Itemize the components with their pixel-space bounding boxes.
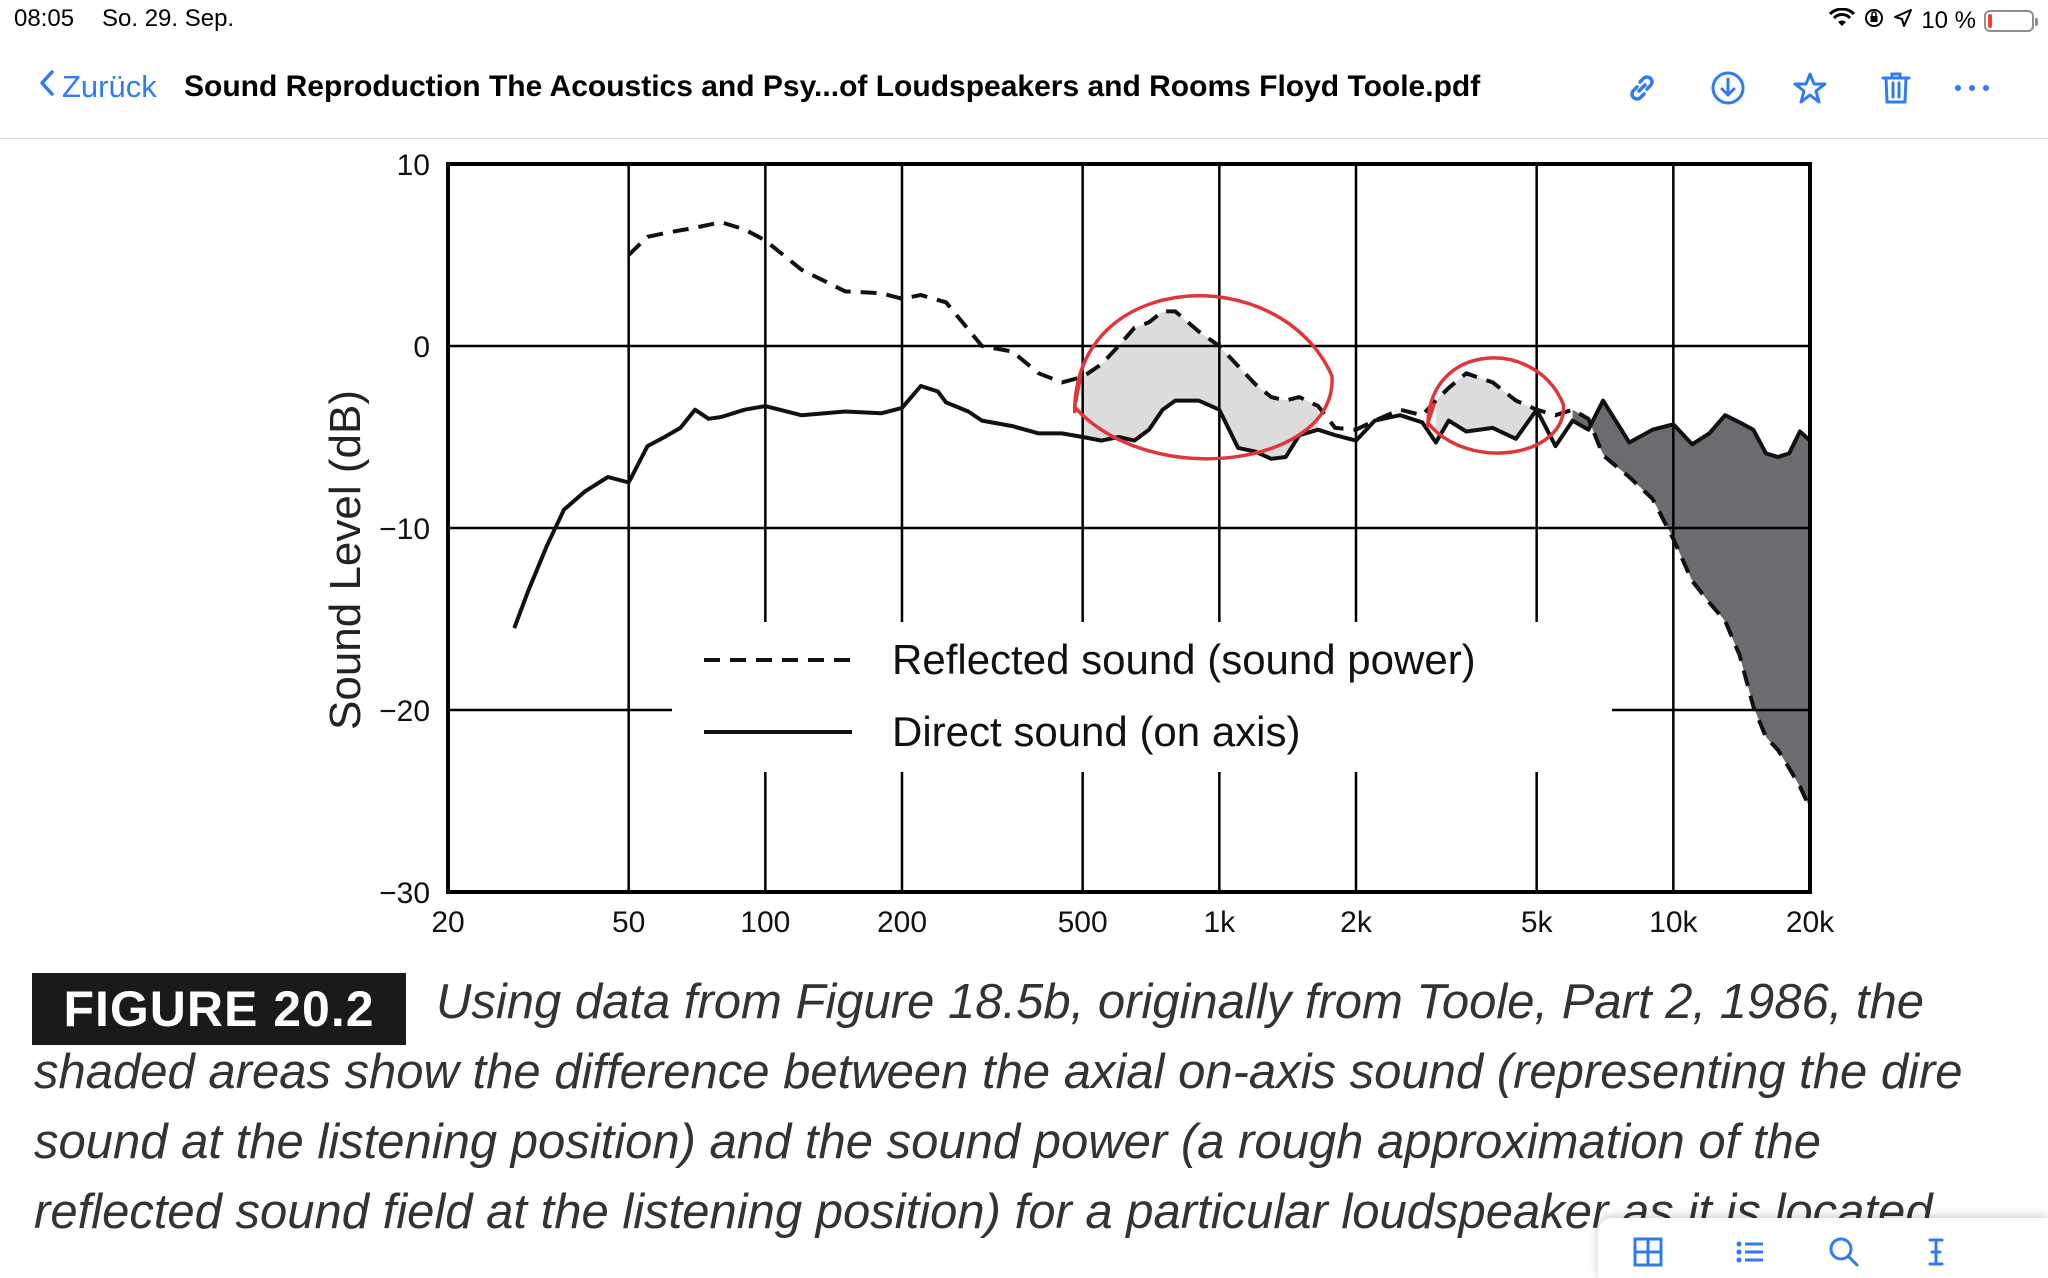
caption-line-1: Using data from Figure 18.5b, originally… <box>436 975 1925 1029</box>
status-indicators: 10 % <box>1829 4 2038 38</box>
search-icon[interactable] <box>1824 1232 1864 1272</box>
pdf-page-content[interactable]: Reflected sound (sound power) Direct soun… <box>0 140 2048 1270</box>
plot-frame <box>446 162 1812 894</box>
y-tick-label: 10 <box>397 149 430 182</box>
outline-list-icon[interactable] <box>1730 1232 1770 1272</box>
x-tick-label: 2k <box>1340 906 1373 939</box>
legend: Reflected sound (sound power) Direct soun… <box>704 636 1476 755</box>
battery-percent: 10 % <box>1921 7 1976 34</box>
caption-line-3: sound at the listening position) and the… <box>34 1115 1821 1169</box>
y-axis-label: Sound Level (dB) <box>321 390 370 730</box>
x-tick-label: 20k <box>1786 906 1835 939</box>
x-tick-label: 100 <box>740 906 790 939</box>
data-lines <box>512 220 1810 810</box>
x-tick-label: 200 <box>877 906 927 939</box>
navigation-bar: Zurück Sound Reproduction The Acoustics … <box>0 48 2048 139</box>
text-cursor-icon[interactable] <box>1916 1232 1956 1272</box>
legend-label-2: Direct sound (on axis) <box>892 708 1301 755</box>
shaded-difference-areas <box>1082 311 1810 809</box>
bookmark-star-icon[interactable] <box>1784 62 1836 114</box>
x-tick-label: 5k <box>1521 906 1554 939</box>
legend-background <box>672 622 1612 772</box>
caption-line-2: shaded areas show the difference between… <box>34 1045 1963 1099</box>
figure-label: FIGURE 20.2 <box>32 973 406 1045</box>
x-tick-label: 20 <box>431 906 464 939</box>
shaded-region-3 <box>1572 402 1810 809</box>
battery-icon <box>1984 10 2038 32</box>
legend-label-1: Reflected sound (sound power) <box>892 636 1476 683</box>
location-icon <box>1893 7 1913 35</box>
red-annotation-circles <box>1072 294 1566 461</box>
y-tick-label: 0 <box>413 331 430 364</box>
link-icon[interactable] <box>1616 62 1668 114</box>
annotation-circle-1 <box>1072 294 1334 461</box>
x-tick-label: 10k <box>1649 906 1698 939</box>
frequency-response-chart: Reflected sound (sound power) Direct soun… <box>321 149 1835 939</box>
status-bar: 08:05 So. 29. Sep. 10 % <box>0 0 2048 40</box>
shaded-region-1 <box>1082 311 1319 459</box>
chart-grid <box>448 164 1810 892</box>
wifi-icon <box>1829 7 1856 35</box>
trash-icon[interactable] <box>1870 62 1922 114</box>
x-tick-label: 50 <box>612 906 645 939</box>
battery-level <box>1988 14 1993 28</box>
shaded-region-2 <box>1435 373 1537 443</box>
y-tick-label: −10 <box>379 513 430 546</box>
direct-sound-line <box>512 384 1810 629</box>
document-title: Sound Reproduction The Acoustics and Psy… <box>184 70 1481 103</box>
x-tick-label: 1k <box>1203 906 1236 939</box>
orientation-lock-icon <box>1863 7 1885 36</box>
thumbnail-grid-icon[interactable] <box>1628 1232 1668 1272</box>
status-date: So. 29. Sep. <box>102 5 235 32</box>
chevron-left-icon <box>38 68 56 106</box>
back-label: Zurück <box>62 69 157 104</box>
download-icon[interactable] <box>1702 62 1754 114</box>
back-button[interactable]: Zurück <box>38 68 157 106</box>
y-tick-label: −20 <box>379 695 430 728</box>
x-tick-label: 500 <box>1058 906 1108 939</box>
annotation-circle-2 <box>1425 356 1566 455</box>
status-time: 08:05 <box>14 5 75 32</box>
pdf-toolbar <box>1598 1218 2048 1278</box>
more-icon[interactable] <box>1946 62 1998 114</box>
reflected-sound-line <box>627 220 1810 810</box>
y-tick-label: −30 <box>379 877 430 910</box>
